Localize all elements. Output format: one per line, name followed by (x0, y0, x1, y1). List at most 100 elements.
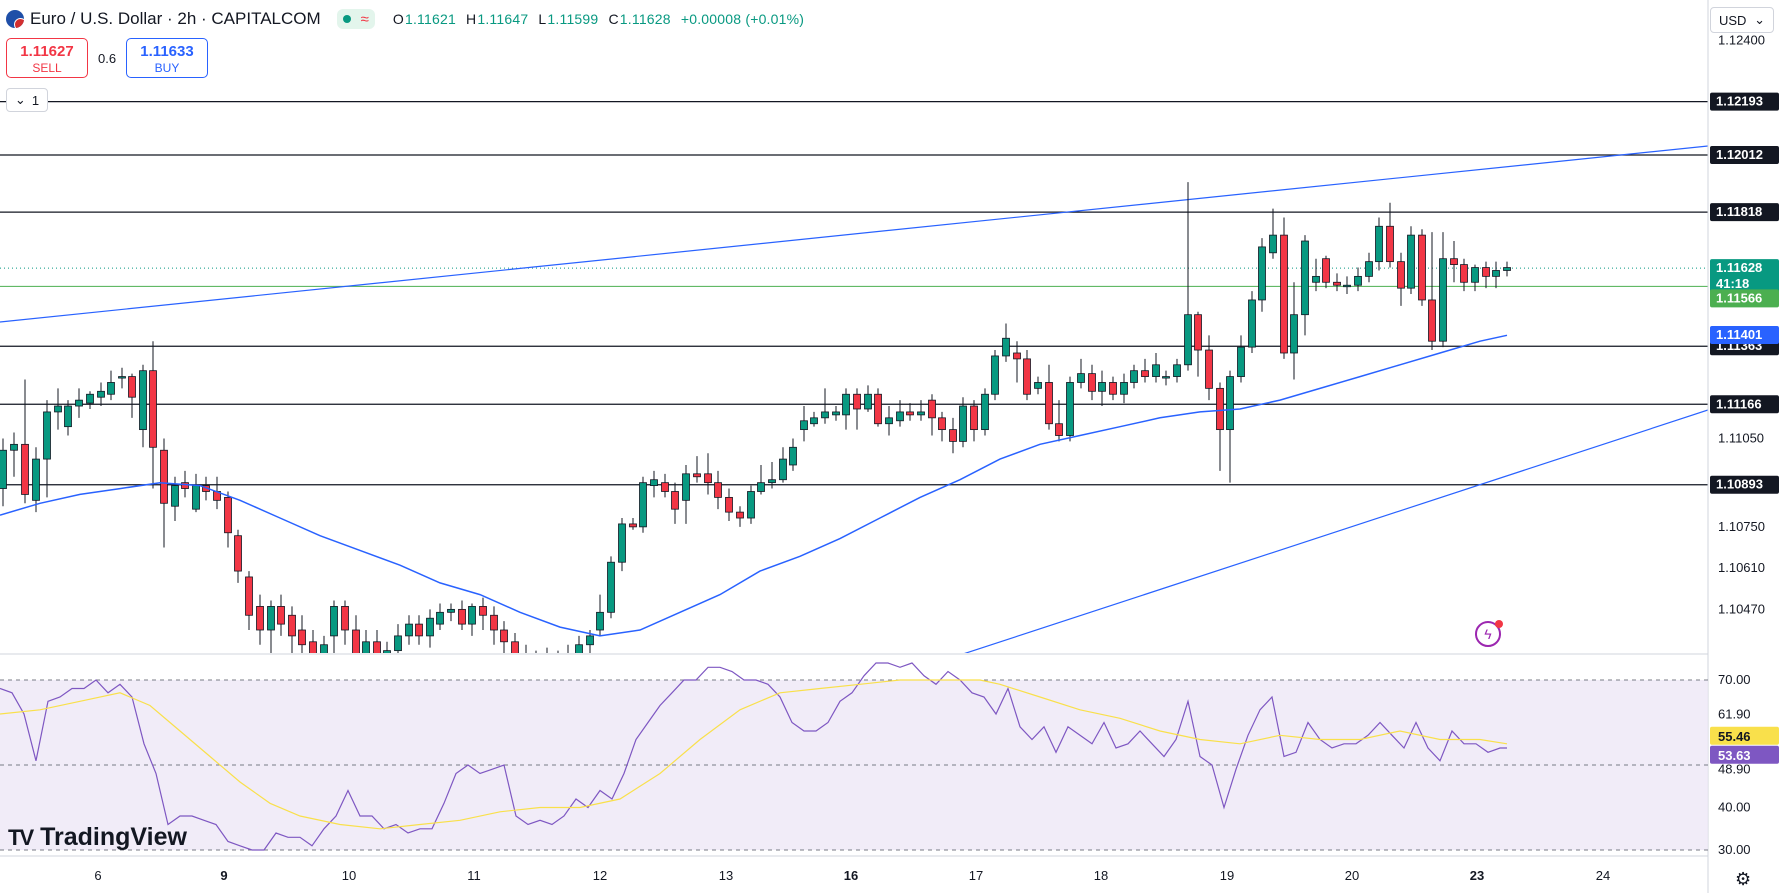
rsi-value-tag: 53.63 (1710, 745, 1779, 764)
candle (277, 594, 285, 636)
market-status[interactable]: ≈ (336, 9, 375, 29)
indicators-toggle-button[interactable]: ⌄ 1 (6, 88, 48, 112)
level-tag: 1.10893 (1710, 475, 1779, 494)
candle (118, 367, 126, 389)
candle (405, 615, 413, 645)
candle-body (256, 606, 264, 631)
candle (86, 391, 94, 409)
green-level-tag: 1.11566 (1710, 289, 1779, 308)
candle (1482, 261, 1490, 289)
buy-label: BUY (154, 61, 180, 75)
candle (1258, 238, 1266, 312)
level-tag-bg (1710, 203, 1779, 222)
candle-body (747, 491, 755, 519)
candle-body (1141, 370, 1149, 377)
candle (1013, 341, 1021, 383)
tradingview-logo[interactable]: TV TradingView (8, 823, 187, 852)
candle-body (1237, 346, 1245, 377)
candle (779, 447, 787, 483)
candle (1173, 358, 1181, 383)
gear-icon[interactable]: ⚙ (1735, 869, 1752, 889)
candle (1450, 241, 1458, 283)
currency-label: USD (1719, 12, 1747, 28)
candle-body (928, 399, 936, 419)
level-tag-bg (1710, 145, 1779, 164)
candle (938, 411, 946, 442)
green-level-tag-bg (1710, 289, 1779, 308)
moving-average-line (0, 334, 1508, 637)
candle-body (1450, 258, 1458, 265)
candle-body (714, 482, 722, 498)
candle (661, 473, 669, 498)
candle-body (415, 623, 423, 637)
level-tag: 1.11166 (1710, 395, 1779, 414)
candle (1184, 182, 1192, 371)
candle-body (1162, 376, 1170, 379)
currency-select[interactable]: USD ⌄ (1710, 7, 1774, 33)
candle (1216, 382, 1224, 471)
candle-body (596, 611, 604, 631)
candle (1109, 376, 1117, 401)
candle (757, 464, 765, 495)
candle-body (639, 482, 647, 528)
candle (557, 650, 559, 653)
candle (639, 476, 647, 533)
candle (1077, 358, 1085, 389)
candle (352, 615, 360, 653)
candle (629, 518, 637, 530)
chart-header: Euro / U.S. Dollar · 2h · CAPITALCOM ≈ O… (6, 6, 810, 32)
candle-body (394, 635, 402, 652)
wave-icon: ≈ (360, 10, 369, 28)
candle-body (1066, 382, 1074, 436)
rsi-line (0, 662, 1507, 851)
candle (1460, 258, 1468, 292)
candle (1045, 364, 1053, 430)
candle (1375, 217, 1383, 271)
low-value: 1.11599 (547, 11, 599, 27)
candle-body (511, 641, 519, 653)
candle-body (1492, 270, 1500, 277)
candle (10, 432, 18, 477)
candle-body (75, 399, 83, 407)
candle-body (1098, 382, 1106, 392)
candle (747, 485, 755, 524)
candle-body (192, 485, 200, 510)
time-tick-label: 6 (94, 868, 101, 883)
candle (1066, 376, 1074, 442)
candle-body (1152, 364, 1160, 377)
candle-body (917, 411, 925, 416)
rsi-ma-tag: 55.46 (1710, 726, 1779, 745)
candle-body (149, 370, 157, 448)
candle (362, 630, 370, 653)
candle-body (1269, 234, 1277, 254)
change-value: +0.00008 (+0.01%) (680, 11, 805, 27)
candle-body (267, 606, 275, 631)
candle-body (1312, 275, 1320, 283)
candle (21, 379, 29, 504)
candle (575, 635, 583, 653)
sell-button[interactable]: 1.11627 SELL (6, 38, 88, 78)
candle (192, 473, 200, 513)
candle (896, 400, 904, 427)
candle (991, 350, 999, 401)
symbol-title[interactable]: Euro / U.S. Dollar · 2h · CAPITALCOM (30, 9, 321, 28)
candle-body (650, 479, 658, 487)
lightning-icon[interactable]: ϟ (1475, 620, 1503, 647)
candle (596, 594, 604, 636)
price-tick-label: 1.11050 (1718, 430, 1764, 445)
time-tick-label: 23 (1470, 868, 1484, 883)
candle-body (938, 417, 946, 431)
candle-body (586, 635, 594, 646)
buy-button[interactable]: 1.11633 BUY (126, 38, 208, 78)
candle (458, 600, 466, 630)
time-tick-label: 10 (342, 868, 356, 883)
candle-body (479, 606, 487, 616)
candle-body (618, 523, 626, 563)
candle-body (1343, 284, 1351, 288)
candle (693, 456, 701, 483)
market-open-dot-icon (342, 15, 351, 23)
candle (341, 600, 349, 645)
current-price-tag-text: 1.11628 (1716, 260, 1762, 275)
price-tick-label: 1.10470 (1718, 601, 1765, 616)
